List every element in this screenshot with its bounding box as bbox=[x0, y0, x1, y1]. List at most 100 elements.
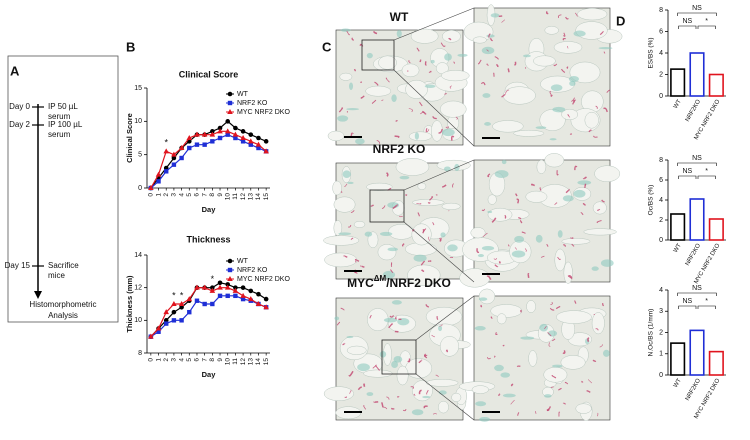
stain bbox=[586, 389, 591, 393]
series-line bbox=[150, 130, 267, 189]
panel-label: C bbox=[322, 39, 332, 54]
marker bbox=[217, 135, 223, 141]
stain bbox=[353, 68, 356, 72]
cartilage bbox=[478, 297, 488, 301]
stain bbox=[516, 365, 521, 368]
stain bbox=[516, 198, 520, 204]
stain bbox=[349, 390, 352, 394]
cartilage bbox=[544, 394, 552, 398]
stain bbox=[515, 193, 518, 197]
x-tick-label: NRF2KO bbox=[685, 378, 703, 402]
x-tick-label: 15 bbox=[263, 193, 270, 201]
bar bbox=[689, 198, 705, 241]
stain bbox=[501, 19, 505, 23]
marrow bbox=[323, 386, 354, 402]
stain bbox=[342, 342, 346, 346]
x-axis-label: Day bbox=[202, 370, 217, 379]
stain bbox=[444, 93, 447, 95]
annotation: * bbox=[211, 274, 215, 284]
x-tick-label: 14 bbox=[255, 193, 262, 201]
x-tick-label: NRF2KO bbox=[685, 243, 703, 267]
marker bbox=[248, 288, 254, 294]
stain bbox=[480, 82, 486, 86]
marker bbox=[248, 132, 254, 137]
marrow bbox=[395, 158, 430, 176]
cartilage bbox=[482, 93, 491, 98]
stain bbox=[518, 216, 522, 220]
cartilage bbox=[414, 132, 419, 140]
marrow bbox=[324, 252, 358, 268]
marrow bbox=[487, 194, 497, 205]
legend-label: NRF2 KO bbox=[237, 100, 268, 107]
stain bbox=[436, 315, 439, 321]
cartilage bbox=[487, 210, 493, 213]
stain bbox=[504, 214, 507, 219]
x-tick-label: 5 bbox=[186, 193, 193, 197]
cartilage bbox=[573, 189, 586, 198]
cartilage bbox=[444, 53, 452, 61]
marker bbox=[227, 91, 233, 97]
stain bbox=[599, 344, 603, 348]
cartilage bbox=[479, 416, 491, 422]
marker bbox=[179, 318, 184, 323]
bar bbox=[670, 68, 686, 97]
y-axis-label: Oc/BS (%) bbox=[648, 185, 655, 216]
marker bbox=[164, 321, 169, 326]
stain bbox=[557, 14, 562, 19]
marker bbox=[232, 287, 239, 293]
stain bbox=[340, 307, 345, 311]
marker bbox=[225, 132, 230, 137]
stain bbox=[521, 231, 526, 234]
stain bbox=[450, 135, 455, 141]
cartilage bbox=[444, 166, 451, 172]
x-axis-label: Day bbox=[202, 205, 217, 214]
stain bbox=[549, 307, 555, 311]
marker bbox=[240, 296, 246, 302]
marrow bbox=[502, 86, 536, 105]
stain bbox=[439, 237, 442, 242]
marrow bbox=[441, 70, 470, 82]
stain bbox=[350, 237, 354, 241]
cartilage bbox=[535, 126, 547, 129]
marker bbox=[248, 142, 253, 147]
stain bbox=[375, 365, 380, 371]
marrow bbox=[470, 227, 486, 239]
stain bbox=[426, 129, 430, 133]
zoom-line bbox=[403, 159, 475, 191]
cartilage bbox=[342, 170, 351, 179]
marrow bbox=[526, 300, 536, 313]
marrow bbox=[544, 153, 565, 168]
stain bbox=[505, 89, 510, 94]
cartilage bbox=[477, 254, 484, 258]
stain bbox=[416, 47, 420, 52]
x-tick-label: 12 bbox=[240, 193, 247, 201]
significance: NS bbox=[692, 155, 702, 162]
stain bbox=[386, 172, 389, 177]
x-tick-label: 9 bbox=[217, 193, 224, 197]
cartilage bbox=[602, 349, 610, 357]
cartilage bbox=[569, 80, 576, 87]
x-tick-label: 12 bbox=[240, 358, 247, 366]
cartilage bbox=[387, 247, 398, 252]
stain bbox=[558, 411, 561, 417]
micrograph bbox=[459, 288, 611, 422]
cartilage bbox=[391, 360, 399, 368]
stain bbox=[562, 350, 566, 354]
marker bbox=[256, 145, 261, 151]
marrow bbox=[401, 63, 420, 78]
stain bbox=[572, 100, 575, 105]
stain bbox=[410, 386, 414, 389]
stain bbox=[385, 77, 390, 83]
stain bbox=[517, 412, 520, 416]
marker bbox=[187, 145, 192, 151]
marrow bbox=[556, 310, 592, 324]
cartilage bbox=[598, 46, 613, 50]
significance: * bbox=[705, 168, 708, 175]
y-tick-label: 0 bbox=[659, 237, 663, 244]
stain bbox=[549, 90, 552, 96]
stain bbox=[491, 217, 497, 223]
marrow bbox=[561, 238, 591, 245]
stain bbox=[360, 265, 365, 268]
stain bbox=[394, 135, 400, 139]
x-tick-label: 0 bbox=[148, 358, 155, 362]
